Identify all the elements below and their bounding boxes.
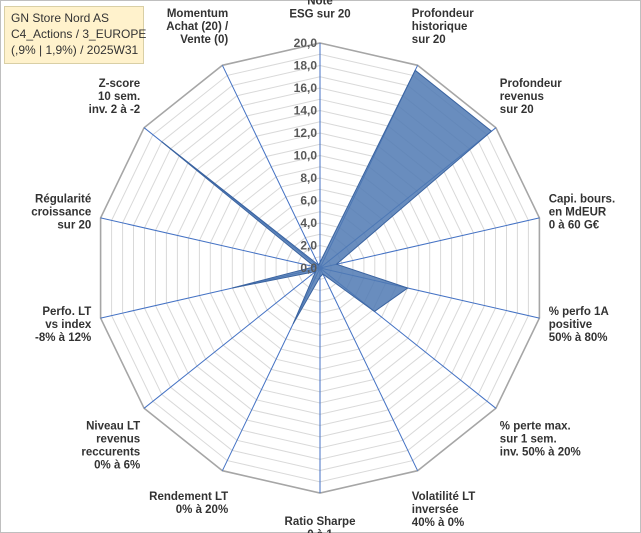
title-line-1: GN Store Nord AS <box>11 11 110 25</box>
category-label-line: 0% à 20% <box>176 504 228 516</box>
category-label-line: positive <box>549 319 592 331</box>
category-label-line: 0 à 60 G€ <box>549 220 600 232</box>
category-label: % perte max. sur 1 sem. inv. 50% à 20% <box>500 421 581 459</box>
category-labels: Note ESG sur 20 Profondeur historique sur 20… <box>31 0 615 533</box>
category-label-line: Achat (20) / <box>166 21 229 33</box>
category-label-line: sur 20 <box>500 104 534 116</box>
category-label-line: sur 1 sem. <box>500 434 557 446</box>
category-label-line: Momentum <box>167 8 228 20</box>
category-label-line: revenus <box>96 434 140 446</box>
category-label: Profondeur revenus sur 20 <box>500 78 562 116</box>
radial-tick-label: 0,0 <box>300 261 317 275</box>
category-label-line: Note <box>307 0 333 8</box>
category-label: Perfo. LT vs index -8% à 12% <box>35 306 92 344</box>
category-label-line: % perte max. <box>500 421 571 433</box>
category-label-line: 40% à 0% <box>412 517 464 529</box>
radial-tick-label: 6,0 <box>300 194 317 208</box>
radial-tick-label: 10,0 <box>294 149 318 163</box>
category-label-line: Régularité <box>35 194 91 206</box>
category-label: Capi. bours. en MdEUR 0 à 60 G€ <box>549 194 615 232</box>
radar-spoke <box>319 267 419 471</box>
category-label-line: Profondeur <box>412 8 474 20</box>
category-label-line: en MdEUR <box>549 207 607 219</box>
category-label: Ratio Sharpe0 à 1 <box>285 516 356 533</box>
category-label-line: Volatilité LT <box>412 491 475 503</box>
category-label-line: -8% à 12% <box>35 332 91 344</box>
category-label-line: Vente (0) <box>180 34 228 46</box>
category-label: Momentum Achat (20) / Vente (0) <box>166 8 229 46</box>
category-label-line: reccurents <box>81 447 140 459</box>
category-label: % perfo 1A positive 50% à 80% <box>549 306 609 344</box>
category-label-line: 0 à 1 <box>307 529 333 533</box>
radial-tick-label: 20,0 <box>294 36 318 50</box>
radial-tick-label: 4,0 <box>300 216 317 230</box>
radar-spoke <box>100 217 321 269</box>
category-label-line: Z-score <box>99 78 141 90</box>
category-label-line: 10 sem. <box>98 91 140 103</box>
radial-tick-label: 2,0 <box>300 239 317 253</box>
category-label-line: 50% à 80% <box>549 332 608 344</box>
category-label-line: revenus <box>500 91 544 103</box>
category-label-line: inversée <box>412 504 459 516</box>
category-label-line: Perfo. LT <box>42 306 91 318</box>
radar-spoke <box>221 65 321 269</box>
category-label-line: Capi. bours. <box>549 194 615 206</box>
title-line-2: C4_Actions / 3_EUROPE <box>11 27 147 41</box>
category-label-line: 0% à 6% <box>94 460 140 472</box>
category-label-line: sur 20 <box>412 34 446 46</box>
category-label-line: sur 20 <box>57 220 91 232</box>
category-label-line: historique <box>412 21 468 33</box>
radial-ticks: 0,0 2,0 4,0 6,0 8,0 10,0 12,0 14,0 16,0 18,0 20,0 <box>294 36 318 275</box>
category-label-line: % perfo 1A <box>549 306 609 318</box>
category-label-line: inv. 50% à 20% <box>500 447 581 459</box>
radar-series <box>161 69 493 324</box>
category-label: Rendement LT 0% à 20% <box>149 491 228 516</box>
radial-tick-label: 12,0 <box>294 126 318 140</box>
chart-title-box: GN Store Nord AS C4_Actions / 3_EUROPE (… <box>4 6 147 64</box>
radar-spoke <box>319 217 540 269</box>
category-label: Z-score 10 sem. inv. 2 à -2 <box>89 78 141 116</box>
category-label-line: Ratio Sharpe <box>285 516 356 528</box>
category-label-line: vs index <box>45 319 92 331</box>
radial-tick-label: 14,0 <box>294 104 318 118</box>
category-label: Niveau LT revenus reccurents 0% à 6% <box>81 421 140 472</box>
radial-tick-label: 16,0 <box>294 81 318 95</box>
category-label-line: Rendement LT <box>149 491 228 503</box>
radar-spoke <box>143 267 321 409</box>
category-label-line: Niveau LT <box>86 421 140 433</box>
radial-tick-label: 8,0 <box>300 171 317 185</box>
category-label-line: croissance <box>31 207 91 219</box>
radial-tick-label: 18,0 <box>294 59 318 73</box>
category-label: Note ESG sur 20 <box>289 0 350 21</box>
category-label-line: ESG sur 20 <box>289 9 350 21</box>
category-label: Volatilité LT inversée 40% à 0% <box>412 491 475 529</box>
category-label: Profondeur historique sur 20 <box>412 8 474 46</box>
series-area <box>161 69 493 324</box>
category-label-line: Profondeur <box>500 78 562 90</box>
category-label-line: inv. 2 à -2 <box>89 104 141 116</box>
category-label: Régularité croissance sur 20 <box>31 194 91 232</box>
title-line-3: (,9% | 1,9%) / 2025W31 <box>11 43 139 57</box>
